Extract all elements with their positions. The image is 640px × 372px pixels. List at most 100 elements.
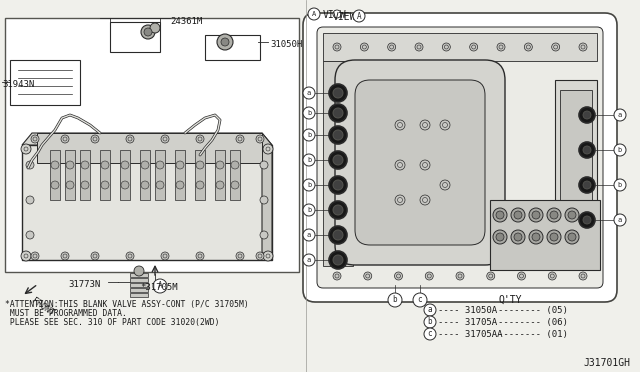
Circle shape (81, 161, 89, 169)
Circle shape (395, 160, 405, 170)
Text: 31050H: 31050H (270, 40, 302, 49)
Circle shape (196, 181, 204, 189)
Circle shape (21, 251, 31, 261)
Circle shape (579, 272, 587, 280)
Bar (205, 35, 260, 60)
Circle shape (51, 181, 59, 189)
Circle shape (196, 135, 204, 143)
Circle shape (144, 28, 152, 36)
Circle shape (150, 23, 160, 33)
Circle shape (548, 272, 556, 280)
Circle shape (529, 230, 543, 244)
Circle shape (518, 272, 525, 280)
Circle shape (420, 195, 430, 205)
Text: VIEW: VIEW (333, 12, 356, 22)
Circle shape (61, 135, 69, 143)
Circle shape (329, 226, 347, 244)
Circle shape (470, 43, 477, 51)
Bar (22, 145, 272, 260)
Bar (65, 150, 75, 200)
Circle shape (161, 252, 169, 260)
Circle shape (161, 135, 169, 143)
Circle shape (26, 161, 34, 169)
Polygon shape (22, 133, 272, 145)
Text: *31705M: *31705M (140, 283, 178, 292)
Circle shape (303, 129, 315, 141)
Text: b: b (307, 110, 311, 116)
Circle shape (101, 181, 109, 189)
Circle shape (329, 151, 347, 169)
Circle shape (583, 111, 591, 119)
Circle shape (333, 88, 343, 98)
Circle shape (329, 251, 347, 269)
Circle shape (415, 43, 423, 51)
Circle shape (496, 211, 504, 219)
Circle shape (493, 208, 507, 222)
Circle shape (176, 161, 184, 169)
Bar (215, 150, 225, 200)
Circle shape (156, 161, 164, 169)
Circle shape (333, 272, 341, 280)
Bar (130, 288, 148, 292)
Circle shape (303, 87, 315, 99)
Circle shape (303, 254, 315, 266)
FancyBboxPatch shape (303, 13, 617, 302)
Circle shape (579, 43, 587, 51)
Text: FRONT: FRONT (30, 296, 56, 318)
Circle shape (303, 179, 315, 191)
Circle shape (395, 195, 405, 205)
Bar (10, 60, 80, 105)
Circle shape (583, 216, 591, 224)
Circle shape (333, 255, 343, 265)
Text: a: a (307, 232, 311, 238)
Circle shape (583, 181, 591, 189)
Circle shape (550, 211, 558, 219)
Text: b: b (618, 182, 622, 188)
Circle shape (552, 43, 559, 51)
Text: 24361M: 24361M (170, 17, 202, 26)
Circle shape (333, 10, 341, 18)
Circle shape (156, 181, 164, 189)
Circle shape (440, 180, 450, 190)
Circle shape (121, 161, 129, 169)
Circle shape (91, 252, 99, 260)
Circle shape (579, 177, 595, 193)
Circle shape (487, 272, 495, 280)
Bar (100, 150, 110, 200)
Circle shape (333, 43, 341, 51)
Circle shape (353, 10, 365, 22)
Text: ---- 31705A: ---- 31705A (438, 318, 497, 327)
FancyBboxPatch shape (335, 60, 505, 265)
Circle shape (514, 233, 522, 241)
Circle shape (91, 135, 99, 143)
Circle shape (236, 252, 244, 260)
Bar (230, 150, 240, 200)
Circle shape (256, 135, 264, 143)
Circle shape (424, 328, 436, 340)
Circle shape (303, 154, 315, 166)
Circle shape (614, 144, 626, 156)
Text: *ATTENTION:THIS BLANK VALVE ASSY-CONT (P/C 31705M): *ATTENTION:THIS BLANK VALVE ASSY-CONT (P… (5, 300, 249, 309)
Circle shape (216, 181, 224, 189)
Text: A: A (157, 282, 163, 291)
Circle shape (26, 231, 34, 239)
Circle shape (493, 230, 507, 244)
Text: A: A (356, 12, 362, 20)
Circle shape (568, 211, 576, 219)
Circle shape (260, 161, 268, 169)
Circle shape (31, 135, 39, 143)
Circle shape (126, 252, 134, 260)
Circle shape (329, 104, 347, 122)
Circle shape (424, 316, 436, 328)
Circle shape (333, 155, 343, 165)
Circle shape (565, 230, 579, 244)
Circle shape (413, 293, 427, 307)
Text: b: b (307, 207, 311, 213)
Circle shape (333, 130, 343, 140)
Circle shape (153, 279, 167, 293)
Circle shape (329, 201, 347, 219)
Circle shape (308, 8, 320, 20)
Circle shape (547, 230, 561, 244)
Circle shape (231, 161, 239, 169)
Circle shape (614, 109, 626, 121)
